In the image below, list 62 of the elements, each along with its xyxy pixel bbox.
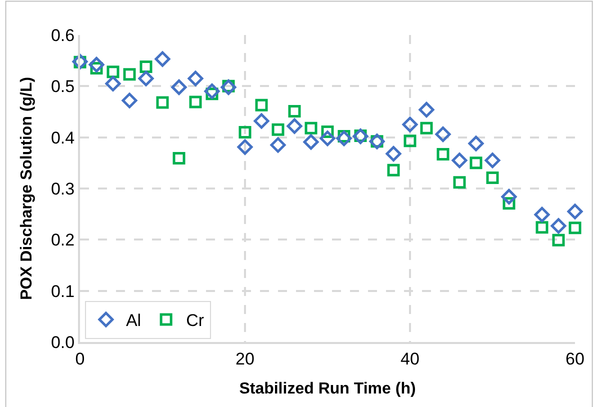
point <box>270 137 286 153</box>
x-axis-title: Stabilized Run Time (h) <box>239 380 416 398</box>
point <box>88 56 104 72</box>
point <box>435 126 451 142</box>
point <box>536 221 548 234</box>
point <box>320 130 336 146</box>
point <box>105 76 121 92</box>
point <box>436 148 450 160</box>
point <box>204 84 220 100</box>
y-tick-label: 0.0 <box>50 332 75 352</box>
x-tick-label: 40 <box>400 349 420 368</box>
point <box>123 68 136 81</box>
point <box>254 113 270 129</box>
point <box>468 136 484 152</box>
point <box>188 70 204 86</box>
y-tick-label: 0.3 <box>50 179 75 198</box>
point <box>402 116 418 132</box>
point <box>272 123 284 136</box>
point <box>452 152 468 168</box>
point <box>140 60 152 73</box>
point <box>304 122 318 134</box>
point <box>336 130 352 146</box>
point <box>303 134 319 150</box>
legend-label: Al <box>126 311 142 330</box>
y-tick-label: 0.1 <box>50 282 75 301</box>
point <box>501 188 517 204</box>
legend-label: Cr <box>186 311 204 330</box>
point <box>106 66 120 78</box>
y-tick-label: 0.5 <box>50 77 75 96</box>
y-tick-label: 0.2 <box>50 230 75 250</box>
point <box>568 222 582 234</box>
point <box>418 102 434 118</box>
point <box>534 206 550 222</box>
x-tick-label: 0 <box>75 349 85 368</box>
point <box>288 104 301 118</box>
point <box>420 122 433 134</box>
point <box>552 234 565 246</box>
y-tick-label: 0.4 <box>50 128 75 148</box>
point <box>550 218 566 234</box>
point <box>453 176 466 189</box>
y-tick-label: 0.6 <box>50 26 75 45</box>
point <box>404 134 416 148</box>
point <box>386 146 402 162</box>
point <box>567 204 583 220</box>
point <box>470 156 482 170</box>
point <box>286 118 302 134</box>
x-tick-label: 20 <box>236 349 254 368</box>
point <box>189 96 202 108</box>
point <box>154 51 170 67</box>
point <box>122 92 138 108</box>
y-axis-title: POX Discharge Solution (g/L) <box>18 76 36 300</box>
point <box>138 70 154 86</box>
point <box>255 98 268 112</box>
point <box>156 96 169 109</box>
point <box>237 139 253 155</box>
x-tick-label: 60 <box>566 349 584 368</box>
point <box>484 152 500 168</box>
point <box>172 152 186 165</box>
point <box>238 126 252 138</box>
point <box>387 164 400 176</box>
point <box>171 79 187 95</box>
point <box>486 172 499 184</box>
